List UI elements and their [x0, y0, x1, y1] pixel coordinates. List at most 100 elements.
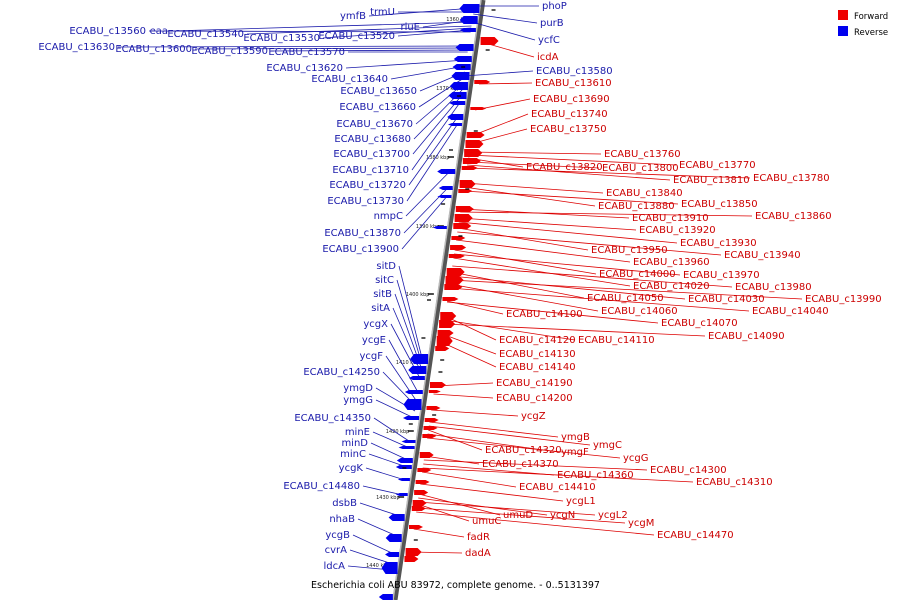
forward-gene-label-ycgn[interactable]: ycgN	[550, 510, 575, 521]
forward-gene-label-ecabu-c13750[interactable]: ECABU_c13750	[530, 124, 607, 135]
forward-gene-label-ecabu-c13820[interactable]: ECABU_c13820	[526, 162, 603, 173]
reverse-gene-label-ymgd[interactable]: ymgD	[343, 383, 373, 394]
reverse-gene-label-ycgk[interactable]: ycgK	[339, 463, 364, 474]
forward-gene-label-ymgf[interactable]: ymgF	[561, 447, 589, 458]
forward-gene-label-ymgc[interactable]: ymgC	[593, 440, 622, 451]
reverse-gene-label-ecabu-c13520[interactable]: ECABU_c13520	[318, 31, 395, 42]
reverse-gene-label-ecabu-c13590[interactable]: ECABU_c13590	[191, 46, 268, 57]
forward-gene-label-ecabu-c13960[interactable]: ECABU_c13960	[633, 257, 710, 268]
forward-gene-label-ecabu-c13990[interactable]: ECABU_c13990	[805, 294, 882, 305]
forward-gene-label-ecabu-c13840[interactable]: ECABU_c13840	[606, 188, 683, 199]
forward-gene-label-ecabu-c13780[interactable]: ECABU_c13780	[753, 173, 830, 184]
forward-gene-label-ecabu-c14140[interactable]: ECABU_c14140	[499, 362, 576, 373]
forward-gene-label-ecabu-c13810[interactable]: ECABU_c13810	[673, 175, 750, 186]
reverse-gene-label-ecabu-c13640[interactable]: ECABU_c13640	[311, 74, 388, 85]
reverse-gene-label-sitc[interactable]: sitC	[375, 275, 394, 286]
forward-gene-label-ecabu-c14320[interactable]: ECABU_c14320	[485, 445, 562, 456]
forward-gene-label-ecabu-c14100[interactable]: ECABU_c14100	[506, 309, 583, 320]
forward-gene-label-ycgg[interactable]: ycgG	[623, 453, 649, 464]
reverse-gene-label-minc[interactable]: minC	[340, 449, 366, 460]
forward-gene-label-umuc[interactable]: umuC	[472, 516, 501, 527]
reverse-gene-label-ldca[interactable]: ldcA	[324, 561, 346, 572]
forward-gene-label-ecabu-c14300[interactable]: ECABU_c14300	[650, 465, 727, 476]
forward-gene-label-ecabu-c14190[interactable]: ECABU_c14190	[496, 378, 573, 389]
forward-gene-label-fadr[interactable]: fadR	[467, 532, 490, 543]
forward-gene-label-ycgl1[interactable]: ycgL1	[566, 496, 596, 507]
reverse-gene-label-ecabu-c13570[interactable]: ECABU_c13570	[268, 47, 345, 58]
reverse-gene-label-nhab[interactable]: nhaB	[329, 514, 355, 525]
forward-gene-label-ecabu-c13920[interactable]: ECABU_c13920	[639, 225, 716, 236]
reverse-gene-label-mine[interactable]: minE	[345, 427, 370, 438]
reverse-gene-label-rlue[interactable]: rluE	[400, 22, 420, 33]
forward-gene-label-ecabu-c14200[interactable]: ECABU_c14200	[496, 393, 573, 404]
forward-gene-label-ycgl2[interactable]: ycgL2	[598, 510, 628, 521]
reverse-gene-label-sitd[interactable]: sitD	[376, 261, 396, 272]
forward-gene-label-ycgz[interactable]: ycgZ	[521, 411, 546, 422]
reverse-gene-label-ecabu-c14250[interactable]: ECABU_c14250	[303, 367, 380, 378]
forward-gene-label-ecabu-c14070[interactable]: ECABU_c14070	[661, 318, 738, 329]
forward-gene-label-ecabu-c13770[interactable]: ECABU_c13770	[679, 160, 756, 171]
reverse-gene-label-ecabu-c13600[interactable]: ECABU_c13600	[115, 44, 192, 55]
reverse-gene-label-ycgb[interactable]: ycgB	[325, 530, 350, 541]
reverse-gene-label-ecabu-c13540[interactable]: ECABU_c13540	[167, 29, 244, 40]
forward-gene-label-ecabu-c13950[interactable]: ECABU_c13950	[591, 245, 668, 256]
reverse-gene-label-sita[interactable]: sitA	[371, 303, 390, 314]
reverse-gene-label-cvra[interactable]: cvrA	[325, 545, 348, 556]
reverse-gene-label-ycgx[interactable]: ycgX	[363, 319, 388, 330]
reverse-gene-label-sitb[interactable]: sitB	[373, 289, 392, 300]
forward-gene-label-ecabu-c14090[interactable]: ECABU_c14090	[708, 331, 785, 342]
reverse-gene-label-ecabu-c13870[interactable]: ECABU_c13870	[324, 228, 401, 239]
reverse-gene-label-ecabu-c13620[interactable]: ECABU_c13620	[266, 63, 343, 74]
reverse-gene-label-trmu[interactable]: trmU	[370, 7, 395, 18]
forward-gene-label-ecabu-c14110[interactable]: ECABU_c14110	[578, 335, 655, 346]
forward-gene-label-ecabu-c13800[interactable]: ECABU_c13800	[602, 163, 679, 174]
forward-gene-label-ecabu-c13910[interactable]: ECABU_c13910	[632, 213, 709, 224]
forward-gene-label-ecabu-c13760[interactable]: ECABU_c13760	[604, 149, 681, 160]
forward-gene-label-ecabu-c14360[interactable]: ECABU_c14360	[557, 470, 634, 481]
forward-gene-label-ecabu-c14470[interactable]: ECABU_c14470	[657, 530, 734, 541]
forward-gene-label-ycgm[interactable]: ycgM	[628, 518, 654, 529]
forward-gene-label-ecabu-c14040[interactable]: ECABU_c14040	[752, 306, 829, 317]
reverse-gene-label-ymfb[interactable]: ymfB	[340, 11, 366, 22]
forward-gene-label-ecabu-c13740[interactable]: ECABU_c13740	[531, 109, 608, 120]
forward-gene-label-ecabu-c13690[interactable]: ECABU_c13690	[533, 94, 610, 105]
reverse-gene-label-eaa[interactable]: eaa	[150, 26, 168, 37]
reverse-gene-label-ecabu-c13700[interactable]: ECABU_c13700	[333, 149, 410, 160]
reverse-gene-label-ecabu-c13730[interactable]: ECABU_c13730	[327, 196, 404, 207]
forward-gene-label-ecabu-c13940[interactable]: ECABU_c13940	[724, 250, 801, 261]
reverse-gene-label-ecabu-c13650[interactable]: ECABU_c13650	[340, 86, 417, 97]
forward-gene-label-ecabu-c13850[interactable]: ECABU_c13850	[681, 199, 758, 210]
reverse-gene-label-nmpc[interactable]: nmpC	[374, 211, 403, 222]
reverse-gene-label-ycgf[interactable]: ycgF	[359, 351, 383, 362]
forward-gene-label-ecabu-c14020[interactable]: ECABU_c14020	[633, 281, 710, 292]
forward-gene-label-ymgb[interactable]: ymgB	[561, 432, 590, 443]
forward-gene-label-ecabu-c14050[interactable]: ECABU_c14050	[587, 293, 664, 304]
forward-gene-label-ecabu-c14060[interactable]: ECABU_c14060	[601, 306, 678, 317]
reverse-gene-label-ecabu-c13560[interactable]: ECABU_c13560	[69, 26, 146, 37]
forward-gene-label-ecabu-c14410[interactable]: ECABU_c14410	[519, 482, 596, 493]
forward-gene-label-ecabu-c13860[interactable]: ECABU_c13860	[755, 211, 832, 222]
reverse-gene-label-ecabu-c13660[interactable]: ECABU_c13660	[339, 102, 416, 113]
reverse-gene-label-ecabu-c13530[interactable]: ECABU_c13530	[243, 33, 320, 44]
forward-gene-label-ecabu-c14030[interactable]: ECABU_c14030	[688, 294, 765, 305]
reverse-gene-label-phop[interactable]: phoP	[542, 1, 567, 12]
reverse-gene-label-ecabu-c14480[interactable]: ECABU_c14480	[283, 481, 360, 492]
forward-gene-label-ecabu-c14310[interactable]: ECABU_c14310	[696, 477, 773, 488]
reverse-gene-label-ymgg[interactable]: ymgG	[343, 395, 373, 406]
reverse-gene-label-ycfc[interactable]: ycfC	[538, 35, 560, 46]
reverse-gene-label-ecabu-c13580[interactable]: ECABU_c13580	[536, 66, 613, 77]
reverse-gene-label-ycge[interactable]: ycgE	[362, 335, 386, 346]
forward-gene-label-ecabu-c13880[interactable]: ECABU_c13880	[598, 201, 675, 212]
reverse-gene-label-ecabu-c13670[interactable]: ECABU_c13670	[336, 119, 413, 130]
forward-gene-label-ecabu-c14120[interactable]: ECABU_c14120	[499, 335, 576, 346]
forward-gene-label-ecabu-c13980[interactable]: ECABU_c13980	[735, 282, 812, 293]
forward-gene-label-ecabu-c13610[interactable]: ECABU_c13610	[535, 78, 612, 89]
reverse-gene-label-purb[interactable]: purB	[540, 18, 564, 29]
forward-gene-label-ecabu-c14000[interactable]: ECABU_c14000	[599, 269, 676, 280]
reverse-gene-label-ecabu-c13680[interactable]: ECABU_c13680	[334, 134, 411, 145]
forward-gene-label-icda[interactable]: icdA	[537, 52, 559, 63]
reverse-gene-label-ecabu-c13630[interactable]: ECABU_c13630	[38, 42, 115, 53]
forward-gene-label-dada[interactable]: dadA	[465, 548, 491, 559]
reverse-gene-label-ecabu-c13900[interactable]: ECABU_c13900	[322, 244, 399, 255]
forward-gene-label-ecabu-c13970[interactable]: ECABU_c13970	[683, 270, 760, 281]
